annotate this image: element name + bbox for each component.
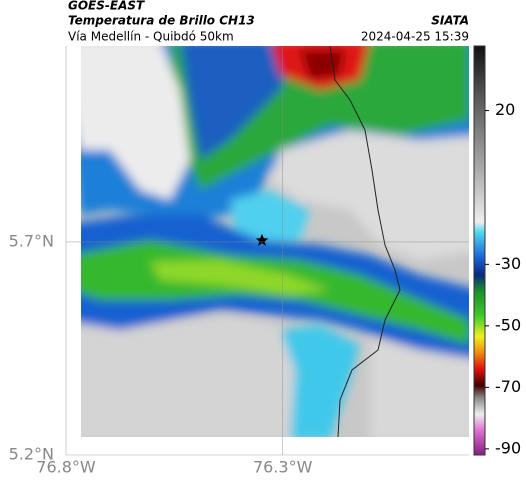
- colorbar-tick-label: -70: [495, 377, 521, 396]
- colorbar-tick-label: -50: [495, 315, 521, 334]
- satellite-image: [81, 46, 469, 437]
- timestamp: 2024-04-25 15:39: [361, 30, 469, 44]
- colorbar: [473, 45, 486, 456]
- colorbar-tick-label: -30: [495, 254, 521, 273]
- station-marker: [255, 234, 269, 246]
- x-tick-label: 76.8°W: [36, 458, 96, 477]
- x-tick-label: 76.3°W: [253, 458, 313, 477]
- title: GOES-EAST: [68, 0, 145, 13]
- y-tick-label: 5.7°N: [9, 231, 54, 250]
- subtitle: Temperatura de Brillo CH13: [68, 14, 255, 28]
- y-tick-label: 5.2°N: [9, 445, 54, 464]
- source: SIATA: [431, 14, 469, 28]
- colorbar-tick-label: 20: [495, 100, 515, 119]
- region: Vía Medellín - Quibdó 50km: [68, 30, 234, 44]
- colorbar-tick-label: -90: [495, 438, 521, 457]
